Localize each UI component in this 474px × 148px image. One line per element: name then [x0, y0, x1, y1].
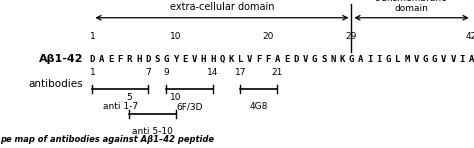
Text: A: A — [358, 55, 364, 64]
Text: 6F/3D: 6F/3D — [176, 102, 203, 111]
Text: 9: 9 — [164, 68, 169, 77]
Text: pe map of antibodies against Aβ1–42 peptide: pe map of antibodies against Aβ1–42 pept… — [0, 135, 214, 144]
Text: Aβ1-42: Aβ1-42 — [38, 54, 83, 64]
Text: S: S — [321, 55, 326, 64]
Text: 21: 21 — [272, 68, 283, 77]
Text: 5: 5 — [127, 93, 132, 102]
Text: Y: Y — [173, 55, 178, 64]
Text: V: V — [450, 55, 456, 64]
Text: A: A — [275, 55, 280, 64]
Text: V: V — [247, 55, 252, 64]
Text: K: K — [228, 55, 234, 64]
Text: 17: 17 — [235, 68, 246, 77]
Text: D: D — [293, 55, 299, 64]
Text: R: R — [127, 55, 132, 64]
Text: G: G — [312, 55, 317, 64]
Text: anti 1-7: anti 1-7 — [102, 102, 138, 111]
Text: V: V — [413, 55, 419, 64]
Text: 1: 1 — [90, 32, 95, 41]
Text: A: A — [99, 55, 104, 64]
Text: D: D — [90, 55, 95, 64]
Text: D: D — [145, 55, 151, 64]
Text: 42: 42 — [466, 32, 474, 41]
Text: anti 5-10: anti 5-10 — [132, 127, 173, 136]
Text: M: M — [404, 55, 410, 64]
Text: I: I — [460, 55, 465, 64]
Text: 1: 1 — [90, 68, 95, 77]
Text: G: G — [432, 55, 438, 64]
Text: F: F — [118, 55, 123, 64]
Text: 14: 14 — [207, 68, 219, 77]
Text: L: L — [238, 55, 243, 64]
Text: G: G — [386, 55, 391, 64]
Text: V: V — [441, 55, 447, 64]
Text: 10: 10 — [170, 32, 182, 41]
Text: H: H — [210, 55, 215, 64]
Text: G: G — [349, 55, 354, 64]
Text: V: V — [191, 55, 197, 64]
Text: F: F — [265, 55, 271, 64]
Text: E: E — [182, 55, 188, 64]
Text: 7: 7 — [145, 68, 151, 77]
Text: H: H — [201, 55, 206, 64]
Text: 4G8: 4G8 — [250, 102, 268, 111]
Text: E: E — [108, 55, 114, 64]
Text: transmembrane
domain: transmembrane domain — [375, 0, 448, 13]
Text: S: S — [155, 55, 160, 64]
Text: antibodies: antibodies — [28, 79, 83, 89]
Text: I: I — [376, 55, 382, 64]
Text: E: E — [284, 55, 289, 64]
Text: F: F — [256, 55, 262, 64]
Text: 10: 10 — [170, 93, 182, 102]
Text: extra-cellular domain: extra-cellular domain — [170, 2, 274, 12]
Text: L: L — [395, 55, 401, 64]
Text: I: I — [367, 55, 373, 64]
Text: H: H — [136, 55, 141, 64]
Text: K: K — [339, 55, 345, 64]
Text: Q: Q — [219, 55, 225, 64]
Text: 29: 29 — [346, 32, 357, 41]
Text: G: G — [164, 55, 169, 64]
Text: 20: 20 — [263, 32, 274, 41]
Text: G: G — [423, 55, 428, 64]
Text: N: N — [330, 55, 336, 64]
Text: A: A — [469, 55, 474, 64]
Text: V: V — [302, 55, 308, 64]
